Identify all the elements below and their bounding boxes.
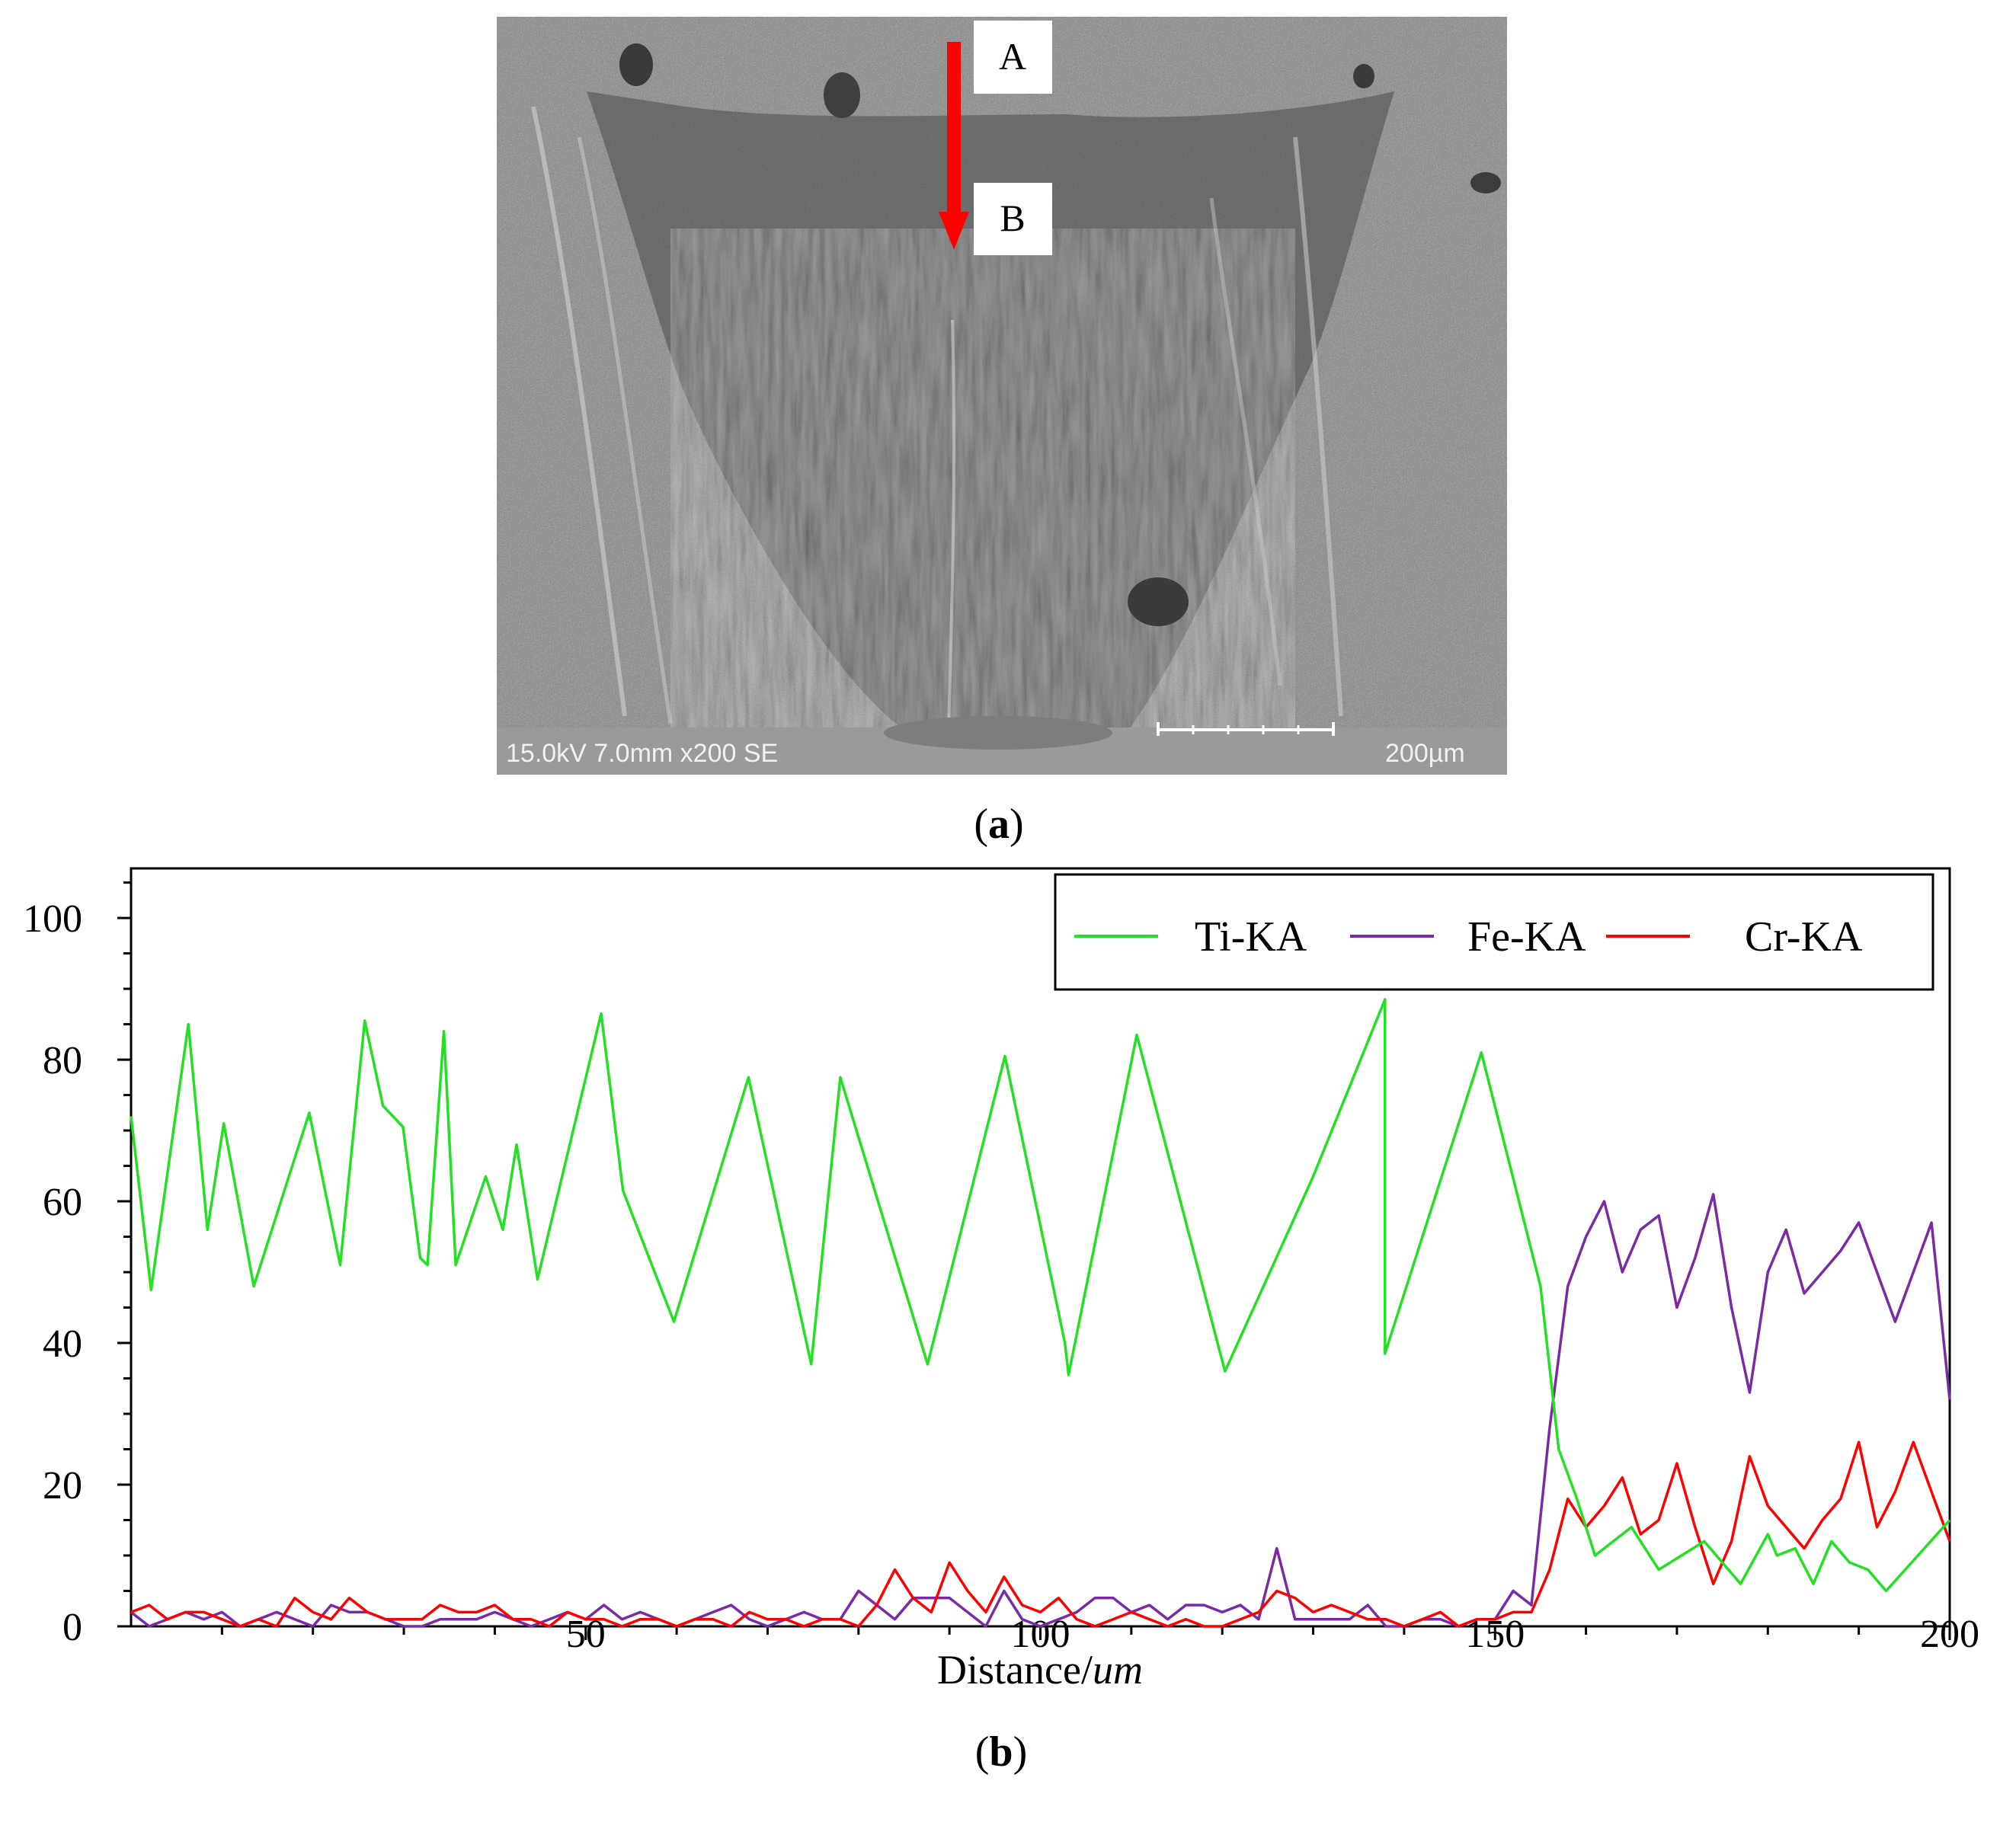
- legend-label-ti: Ti-KA: [1195, 913, 1307, 961]
- legend-label-fe: Fe-KA: [1467, 913, 1586, 961]
- scale-bar-label: 200µm: [1385, 739, 1465, 768]
- marker-a-box: [974, 21, 1052, 94]
- y-tick-label: 60: [43, 1181, 82, 1224]
- scan-direction-arrow: [939, 42, 969, 250]
- scale-bar: [1157, 722, 1335, 736]
- marker-a-label: A: [999, 35, 1026, 78]
- panel-b-caption: (b): [975, 1728, 1027, 1776]
- x-axis-unit: um: [1093, 1647, 1143, 1693]
- y-tick-label: 20: [43, 1464, 82, 1507]
- series-line-fe-ka: [130, 1193, 1951, 1628]
- legend-box: [1054, 873, 1934, 991]
- y-tick-label: 40: [43, 1322, 82, 1366]
- panel-a-caption-letter: a: [988, 801, 1010, 848]
- sem-micrograph: 15.0kV 7.0mm x200 SE 200µm A B: [497, 17, 1507, 775]
- y-tick-label: 100: [23, 897, 82, 941]
- y-tick-label: 0: [62, 1606, 82, 1649]
- y-tick-label: 80: [43, 1039, 82, 1082]
- x-tick-label: 200: [1920, 1613, 1979, 1656]
- series-line-cr-ka: [130, 1440, 1951, 1628]
- y-axis: 0 20 40 60 80 100: [23, 881, 131, 1649]
- series-line-ti-ka: [130, 998, 1951, 1593]
- legend-label-cr: Cr-KA: [1745, 913, 1863, 961]
- marker-b-label: B: [1000, 197, 1025, 239]
- panel-a-caption: (a): [974, 801, 1023, 848]
- panel-b-caption-letter: b: [989, 1728, 1013, 1776]
- sem-info-text: 15.0kV 7.0mm x200 SE: [506, 739, 778, 768]
- x-axis-title: Distance/um: [937, 1647, 1143, 1693]
- series-layer: [130, 998, 1951, 1628]
- legend: Ti-KA Fe-KA Cr-KA: [1054, 873, 1934, 991]
- marker-b-box: [974, 183, 1052, 255]
